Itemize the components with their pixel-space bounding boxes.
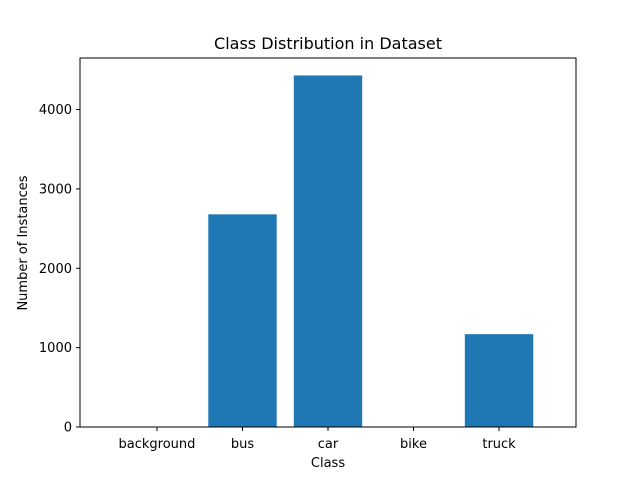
x-tick-label: background xyxy=(119,437,196,452)
y-tick-label: 2000 xyxy=(39,262,72,277)
bars-layer xyxy=(208,75,534,428)
bar-bus xyxy=(208,214,277,427)
y-axis-label: Number of Instances xyxy=(16,175,31,310)
y-tick-label: 4000 xyxy=(39,103,72,118)
x-axis-label: Class xyxy=(311,456,345,471)
x-tick-label: truck xyxy=(482,437,516,452)
x-tick-label: bus xyxy=(231,437,254,452)
bar-truck xyxy=(464,334,534,427)
bar-car xyxy=(293,75,363,428)
y-tick-label: 3000 xyxy=(39,182,72,197)
chart-title: Class Distribution in Dataset xyxy=(214,34,442,53)
y-axis: 0 1000 2000 3000 4000 xyxy=(39,103,80,436)
x-axis: background bus car bike truck xyxy=(119,427,516,452)
y-tick-label: 0 xyxy=(64,421,72,436)
y-tick-label: 1000 xyxy=(39,341,72,356)
x-tick-label: bike xyxy=(400,437,427,452)
x-tick-label: car xyxy=(318,437,339,452)
